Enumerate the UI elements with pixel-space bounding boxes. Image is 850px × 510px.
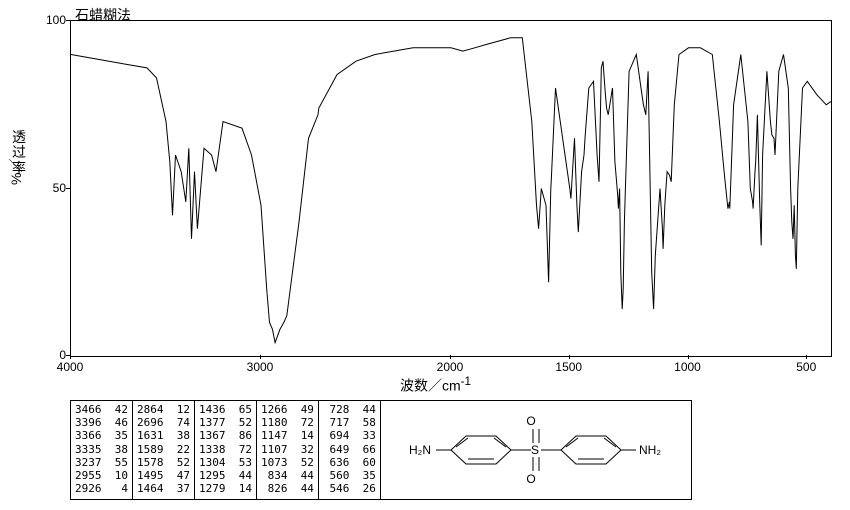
- atom-s: S: [531, 443, 539, 457]
- peak-tables: 3466 423396 463366 353335 383237 552955 …: [70, 400, 692, 500]
- y-axis-unit: %／: [6, 159, 26, 185]
- x-tick: 500: [796, 360, 816, 374]
- peak-row: 3366 35: [75, 429, 128, 442]
- x-tick: 1000: [674, 360, 701, 374]
- peak-row: 1589 22: [137, 443, 190, 456]
- peak-column-1: 3466 423396 463366 353335 383237 552955 …: [70, 400, 132, 500]
- peak-row: 1377 52: [199, 416, 252, 429]
- x-tick: 2000: [437, 360, 464, 374]
- molecule-svg: S O O H₂N NH₂: [381, 401, 691, 499]
- peak-row: 1147 14: [261, 429, 314, 442]
- peak-row: 1631 38: [137, 429, 190, 442]
- x-tick: 4000: [57, 360, 84, 374]
- peak-row: 1107 32: [261, 443, 314, 456]
- peak-row: 1295 44: [199, 469, 252, 482]
- plot-area: [70, 20, 832, 357]
- peak-row: 834 44: [261, 469, 314, 482]
- peak-row: 717 58: [323, 416, 376, 429]
- x-tick: 3000: [247, 360, 274, 374]
- peak-row: 1367 86: [199, 429, 252, 442]
- peak-column-2: 2864 122696 741631 381589 221578 521495 …: [132, 400, 194, 500]
- peak-row: 1304 53: [199, 456, 252, 469]
- atom-o-top: O: [526, 414, 535, 428]
- peak-row: 1180 72: [261, 416, 314, 429]
- y-tick: 100: [40, 13, 66, 27]
- peak-row: 2955 10: [75, 469, 128, 482]
- peak-row: 3396 46: [75, 416, 128, 429]
- peak-row: 1338 72: [199, 443, 252, 456]
- figure-container: 石蜡糊法 透 过 率 %／ 波数／cm-1 050100 40003000200…: [0, 0, 850, 510]
- atom-nh2-left: H₂N: [409, 443, 431, 457]
- peak-row: 1279 14: [199, 482, 252, 495]
- peak-column-3: 1436 651377 521367 861338 721304 531295 …: [194, 400, 256, 500]
- peak-row: 2864 12: [137, 403, 190, 416]
- atom-nh2-right: NH₂: [639, 443, 661, 457]
- peak-row: 560 35: [323, 469, 376, 482]
- peak-row: 3335 38: [75, 443, 128, 456]
- peak-row: 1436 65: [199, 403, 252, 416]
- peak-row: 1073 52: [261, 456, 314, 469]
- peak-column-4: 1266 491180 721147 141107 321073 52 834 …: [256, 400, 318, 500]
- atom-o-bottom: O: [526, 472, 535, 486]
- x-tick: 1500: [555, 360, 582, 374]
- peak-row: 1266 49: [261, 403, 314, 416]
- peak-row: 826 44: [261, 482, 314, 495]
- x-axis-label: 波数／cm-1: [400, 375, 471, 396]
- peak-row: 636 60: [323, 456, 376, 469]
- peak-row: 728 44: [323, 403, 376, 416]
- peak-row: 3466 42: [75, 403, 128, 416]
- molecule-box: S O O H₂N NH₂: [380, 400, 692, 500]
- peak-row: 1464 37: [137, 482, 190, 495]
- peak-row: 3237 55: [75, 456, 128, 469]
- peak-row: 546 26: [323, 482, 376, 495]
- peak-row: 1578 52: [137, 456, 190, 469]
- y-tick: 50: [40, 181, 66, 195]
- spectrum-line: [71, 21, 831, 356]
- peak-column-5: 728 44 717 58 694 33 649 66 636 60 560 3…: [318, 400, 380, 500]
- peak-row: 694 33: [323, 429, 376, 442]
- peak-row: 2926 4: [75, 482, 128, 495]
- peak-row: 2696 74: [137, 416, 190, 429]
- peak-row: 1495 47: [137, 469, 190, 482]
- peak-row: 649 66: [323, 443, 376, 456]
